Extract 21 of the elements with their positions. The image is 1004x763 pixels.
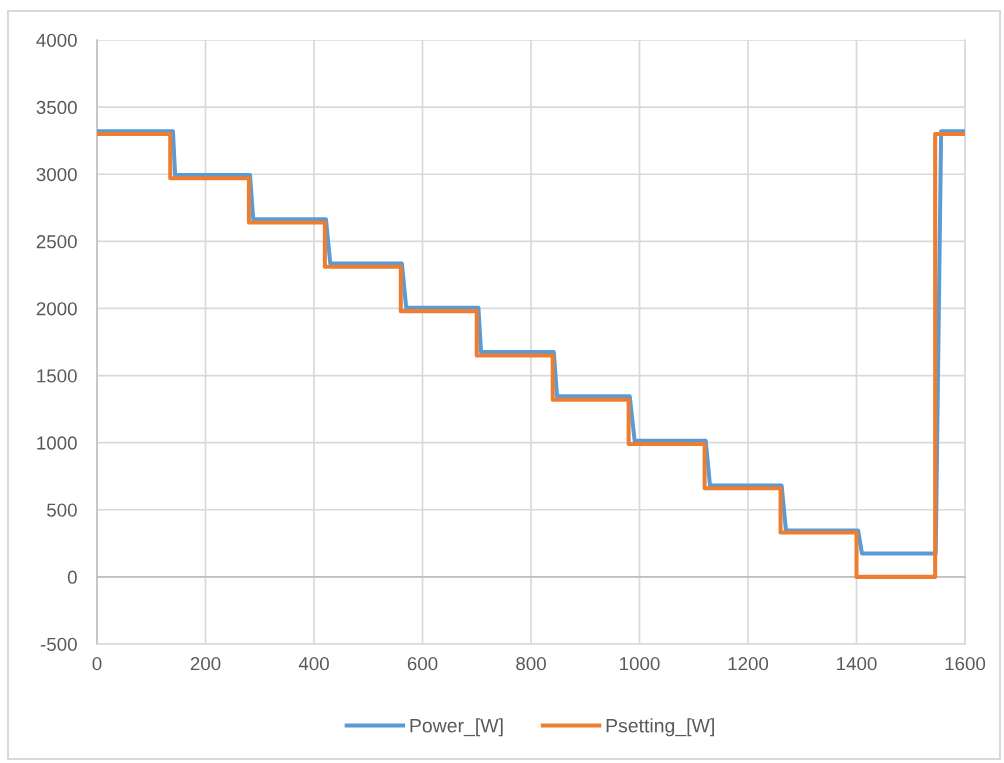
- x-tick-label: 200: [190, 657, 221, 671]
- y-tick-label: -500: [40, 637, 77, 651]
- x-tick-label: 0: [92, 657, 102, 671]
- y-tick-label: 3000: [36, 167, 77, 182]
- x-tick-label: 1600: [945, 657, 986, 671]
- x-tick-label: 1400: [837, 657, 877, 671]
- y-tick-label: 4000: [36, 33, 77, 47]
- y-tick-label: 500: [47, 503, 77, 517]
- y-tick-label: 1500: [37, 369, 77, 383]
- legend-label: Power_[W]: [410, 718, 503, 737]
- y-tick-label: 3500: [36, 100, 77, 115]
- y-tick-label: 0: [67, 570, 77, 584]
- legend-label: Psetting_[W]: [606, 718, 714, 737]
- x-tick-label: 1000: [620, 657, 660, 671]
- x-tick-label: 1200: [728, 657, 769, 671]
- y-tick-label: 1000: [37, 436, 77, 450]
- y-tick-label: 2500: [36, 235, 77, 249]
- x-tick-label: 600: [407, 657, 438, 671]
- y-tick-label: 2000: [36, 302, 77, 316]
- x-tick-label: 400: [298, 657, 329, 671]
- x-tick-label: 800: [516, 657, 546, 671]
